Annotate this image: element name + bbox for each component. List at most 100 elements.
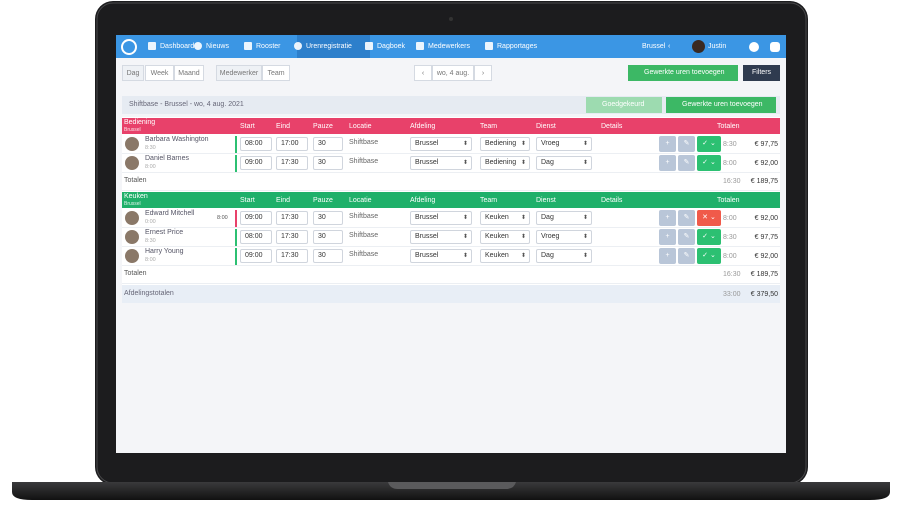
- employee-name[interactable]: Ernest Price: [145, 229, 184, 236]
- team-select[interactable]: Keuken: [480, 249, 530, 263]
- break-input[interactable]: 30: [313, 230, 343, 244]
- location: Shiftbase: [349, 213, 379, 220]
- add-hours[interactable]: Gewerkte uren toevoegen: [666, 97, 776, 113]
- status-button[interactable]: ✓ ⌄: [697, 136, 721, 152]
- add-button[interactable]: +: [659, 155, 676, 171]
- edit-button[interactable]: ✎: [678, 210, 695, 226]
- status-button[interactable]: ✓ ⌄: [697, 155, 721, 171]
- nav-icon: [294, 42, 302, 50]
- team-select[interactable]: Keuken: [480, 230, 530, 244]
- section-header: [122, 192, 780, 208]
- nav-item[interactable]: Rapportages: [497, 43, 538, 50]
- status-button[interactable]: ✕ ⌄: [697, 210, 721, 226]
- date[interactable]: wo, 4 aug.: [432, 65, 474, 81]
- group-tab[interactable]: Team: [262, 65, 290, 81]
- shift-select[interactable]: Dag: [536, 156, 592, 170]
- break-input[interactable]: 30: [313, 156, 343, 170]
- start-input[interactable]: 09:00: [240, 211, 272, 225]
- employee-name[interactable]: Daniel Barnes: [145, 155, 189, 162]
- shift-select[interactable]: Vroeg: [536, 137, 592, 151]
- department-select[interactable]: Brussel: [410, 249, 472, 263]
- start-input[interactable]: 08:00: [240, 230, 272, 244]
- nav-item[interactable]: Rooster: [256, 43, 281, 50]
- nav-item[interactable]: Medewerkers: [428, 43, 471, 50]
- edit-button[interactable]: ✎: [678, 248, 695, 264]
- user[interactable]: Justin: [708, 43, 727, 50]
- edit-button[interactable]: ✎: [678, 136, 695, 152]
- location[interactable]: Brussel: [642, 43, 666, 50]
- start-input[interactable]: 09:00: [240, 156, 272, 170]
- column-header: Start: [240, 123, 255, 130]
- prev-date[interactable]: ‹: [414, 65, 432, 81]
- shift-select[interactable]: Dag: [536, 249, 592, 263]
- column-header: Eind: [276, 197, 291, 204]
- nav-item[interactable]: Dagboek: [377, 43, 406, 50]
- add-hours[interactable]: Gewerkte uren toevoegen: [628, 65, 738, 81]
- chevron: ‹: [668, 43, 671, 50]
- end-input[interactable]: 17:30: [276, 156, 308, 170]
- logo[interactable]: [121, 39, 137, 55]
- column-header: Totalen: [717, 197, 740, 204]
- start-input[interactable]: 08:00: [240, 137, 272, 151]
- amount: € 92,00: [754, 160, 778, 167]
- avatar: [692, 40, 705, 53]
- break-input[interactable]: 30: [313, 249, 343, 263]
- edit-button[interactable]: ✎: [678, 155, 695, 171]
- group-tab[interactable]: Medewerker: [216, 65, 262, 81]
- end-input[interactable]: 17:30: [276, 249, 308, 263]
- column-header: Totalen: [717, 123, 740, 130]
- shift-select[interactable]: Vroeg: [536, 230, 592, 244]
- shift-select[interactable]: Dag: [536, 211, 592, 225]
- team-select[interactable]: Bediening: [480, 156, 530, 170]
- team-select[interactable]: Bediening: [480, 137, 530, 151]
- nav-item[interactable]: Urenregistratie: [306, 43, 352, 50]
- edit-button[interactable]: ✎: [678, 229, 695, 245]
- view-tab[interactable]: Dag: [122, 65, 144, 81]
- grand-label: Afdelingstotalen: [124, 290, 174, 297]
- screen: Dashboard Nieuws Rooster Urenregistratie Dag…: [116, 35, 786, 453]
- nav-item[interactable]: Dashboard: [160, 43, 195, 50]
- filters[interactable]: Filters: [743, 65, 780, 81]
- column-header: Locatie: [349, 197, 372, 204]
- section-header: [122, 118, 780, 134]
- break-input[interactable]: 30: [313, 137, 343, 151]
- add-button[interactable]: +: [659, 210, 676, 226]
- row: [122, 135, 780, 154]
- grand-amount: € 379,50: [750, 291, 778, 298]
- department-select[interactable]: Brussel: [410, 137, 472, 151]
- next-date[interactable]: ›: [474, 65, 492, 81]
- approved[interactable]: Goedgekeurd: [586, 97, 662, 113]
- section-location: Brussel: [124, 201, 141, 207]
- employee-name[interactable]: Barbara Washington: [145, 136, 209, 143]
- employee-name[interactable]: Harry Young: [145, 248, 184, 255]
- end-input[interactable]: 17:30: [276, 211, 308, 225]
- start-input[interactable]: 09:00: [240, 249, 272, 263]
- add-button[interactable]: +: [659, 136, 676, 152]
- team-select[interactable]: Keuken: [480, 211, 530, 225]
- column-header: Team: [480, 123, 498, 130]
- department-select[interactable]: Brussel: [410, 230, 472, 244]
- break-input[interactable]: 30: [313, 211, 343, 225]
- row: [122, 228, 780, 247]
- location: Shiftbase: [349, 232, 379, 239]
- row: [122, 209, 780, 228]
- view-tab[interactable]: Maand: [174, 65, 204, 81]
- settings: [770, 42, 780, 52]
- scheduled-hours: 8:00: [217, 215, 228, 221]
- section-name: Keuken: [124, 193, 148, 200]
- location: Shiftbase: [349, 251, 379, 258]
- status-button[interactable]: ✓ ⌄: [697, 229, 721, 245]
- add-button[interactable]: +: [659, 229, 676, 245]
- status-border: [235, 155, 237, 172]
- nav-item[interactable]: Nieuws: [206, 43, 229, 50]
- department-select[interactable]: Brussel: [410, 211, 472, 225]
- end-input[interactable]: 17:30: [276, 230, 308, 244]
- employee-name[interactable]: Edward Mitchell: [145, 210, 195, 217]
- status-button[interactable]: ✓ ⌄: [697, 248, 721, 264]
- hours: 8:00: [723, 253, 737, 260]
- view-tab[interactable]: Week: [145, 65, 174, 81]
- end-input[interactable]: 17:00: [276, 137, 308, 151]
- row: [122, 154, 780, 173]
- department-select[interactable]: Brussel: [410, 156, 472, 170]
- add-button[interactable]: +: [659, 248, 676, 264]
